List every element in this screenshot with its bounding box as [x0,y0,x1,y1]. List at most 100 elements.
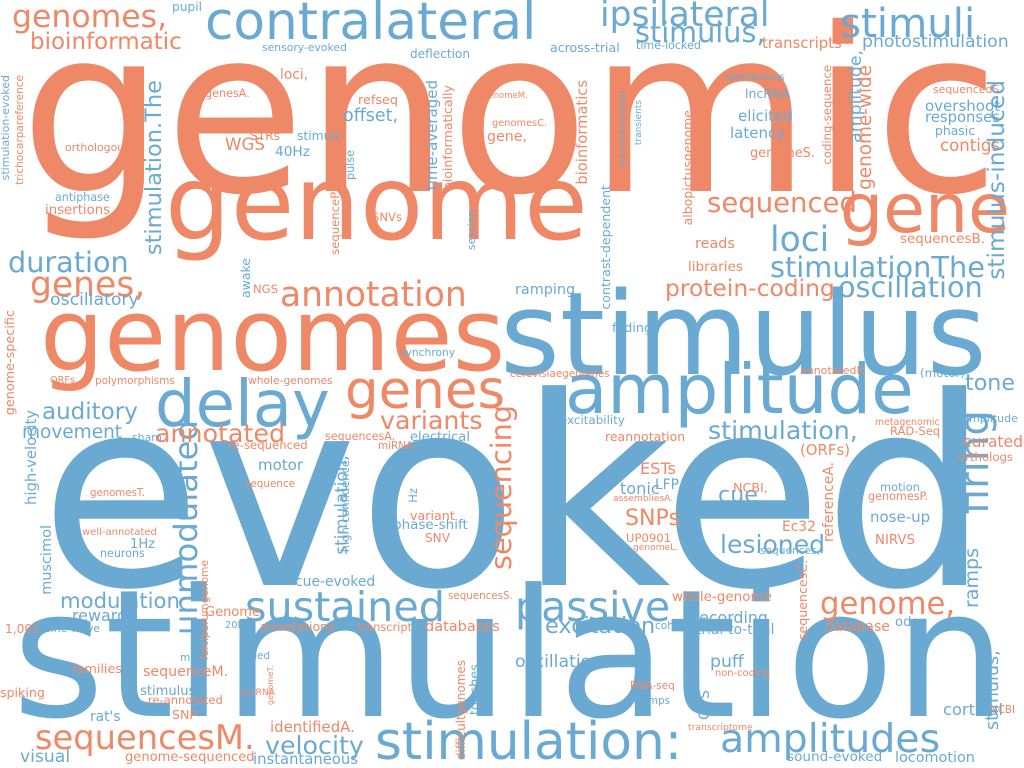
cloud-word: genome-specific [3,310,18,416]
cloud-word: loci, [280,67,309,84]
cloud-word: tonic [620,478,660,498]
cloud-word: sound-evoked [787,749,883,766]
cloud-word: oscillatory [50,289,139,310]
cloud-word: Hz [406,488,420,503]
cloud-word: movement [22,421,123,443]
cloud-word: trichocarpareference [14,75,26,185]
cloud-word: NCBI, [733,479,768,495]
cloud-word: duration [8,245,129,280]
cloud-word: stimulation [12,551,1007,759]
cloud-word: difficultgenomes [454,660,468,761]
cloud-word: contrast-dependent [598,185,613,310]
cloud-word: visual [20,747,71,768]
cloud-word: ramping [515,282,576,299]
cloud-word: deflection [410,46,470,61]
cloud-word: overshoot [925,96,1001,115]
cloud-word: oscillation [838,270,983,305]
cloud-word: reannotation [605,429,686,445]
cloud-word: databases [425,619,500,636]
cloud-word: sequenceP. [328,190,342,255]
cloud-word: insertions [45,203,111,219]
cloud-word: orthologous [65,140,130,154]
cloud-word: awake [238,258,253,299]
cloud-word: synchrony [400,345,456,359]
cloud-word: sustained [245,583,445,632]
cloud-word: neurons [100,547,145,561]
cloud-word: WGS [225,134,266,155]
cloud-word: re-annotated [148,693,223,708]
cloud-word: high-velocity [23,410,40,506]
cloud-word: phasic [935,122,976,138]
cloud-word: time-averaged [423,80,441,191]
cloud-word: cue-evoked [295,573,376,590]
cloud-word: locomotion [895,749,975,766]
cloud-word: rat's [90,709,121,726]
cloud-word: bioinformatic [30,28,182,55]
cloud-word: RAD-Seq [890,424,941,439]
cloud-word: 40Hz [275,144,310,161]
cloud-word: ramps [961,548,983,608]
cloud-word: transcript [357,620,413,635]
cloud-word: motion [880,479,920,494]
cloud-word: gene, [487,129,527,146]
cloud-word: Ec32 [782,519,816,536]
cloud-word: offset, [343,106,399,127]
cloud-word: ORFs [50,375,75,387]
cloud-word: annotation [280,274,467,315]
cloud-word: trial-to-trial [696,622,775,639]
cloud-word: touches, [468,660,483,716]
cloud-word: phase-shift [393,517,468,534]
cloud-word: sncRNA [240,688,275,699]
cloud-word: ms) [180,651,200,664]
cloud-word: miRNA [378,439,414,452]
cloud-word: genomeL. [633,543,679,554]
cloud-word: lncRNA [745,85,790,101]
cloud-word: oscillations [515,651,612,672]
cloud-word: cued [245,649,271,662]
cloud-word: annotated [155,419,286,449]
cloud-word: contigs [940,135,1001,155]
cloud-word: (ORFs) [800,440,851,459]
cloud-word: session [465,210,478,250]
cloud-word: (amplitude [958,412,1018,426]
cloud-word: puff [710,651,744,672]
cloud-word: UP0901 [626,531,671,546]
cloud-word: sine-wave [45,621,100,635]
cloud-word: orthologs [958,450,1014,465]
cloud-word: recording [693,607,768,627]
cloud-word: latency [730,123,786,142]
cloud-word: polymorphisms [95,374,175,387]
cloud-word: sequencing [484,405,518,570]
cloud-word: stimuli [840,0,976,48]
cloud-word: cerevisiaegenomes [510,367,610,380]
cloud-word: stimulationThe [770,249,985,284]
cloud-word: sequencesA. [325,430,396,444]
cloud-word: delay [155,367,330,442]
cloud-word: curated [963,433,1024,452]
cloud-word: pupil [172,0,202,15]
cloud-word: transcriptome [688,722,753,734]
cloud-word: 1Hz [130,537,156,553]
cloud-word: spontaneous [725,72,785,84]
cloud-word: assembliesA. [613,493,674,505]
cloud-word: stimulation, [708,416,858,446]
cloud-word: amplitudes [720,716,941,763]
cloud-word: genomesP. [868,490,929,504]
cloud-word: reads [695,236,735,253]
cloud-word: stimulation-evoked [0,75,12,181]
cloud-word: genome [165,144,588,265]
cloud-word: STRs [250,128,280,143]
cloud-word: antiphase [55,191,110,205]
cloud-word: sequencesS. [448,589,513,602]
cloud-word: variant [410,507,455,523]
cloud-word: reward [72,605,128,625]
cloud-word: spiking [0,684,45,700]
cloud-word: genes [345,359,506,421]
cloud-word: falciparumgenome [199,560,211,660]
cloud-word: whole-genome [672,588,772,605]
cloud-word: annotatedP. [800,364,865,378]
cloud-word: odor [895,615,925,631]
cloud-word: contralateral [205,0,537,52]
cloud-word: sham [132,430,162,444]
